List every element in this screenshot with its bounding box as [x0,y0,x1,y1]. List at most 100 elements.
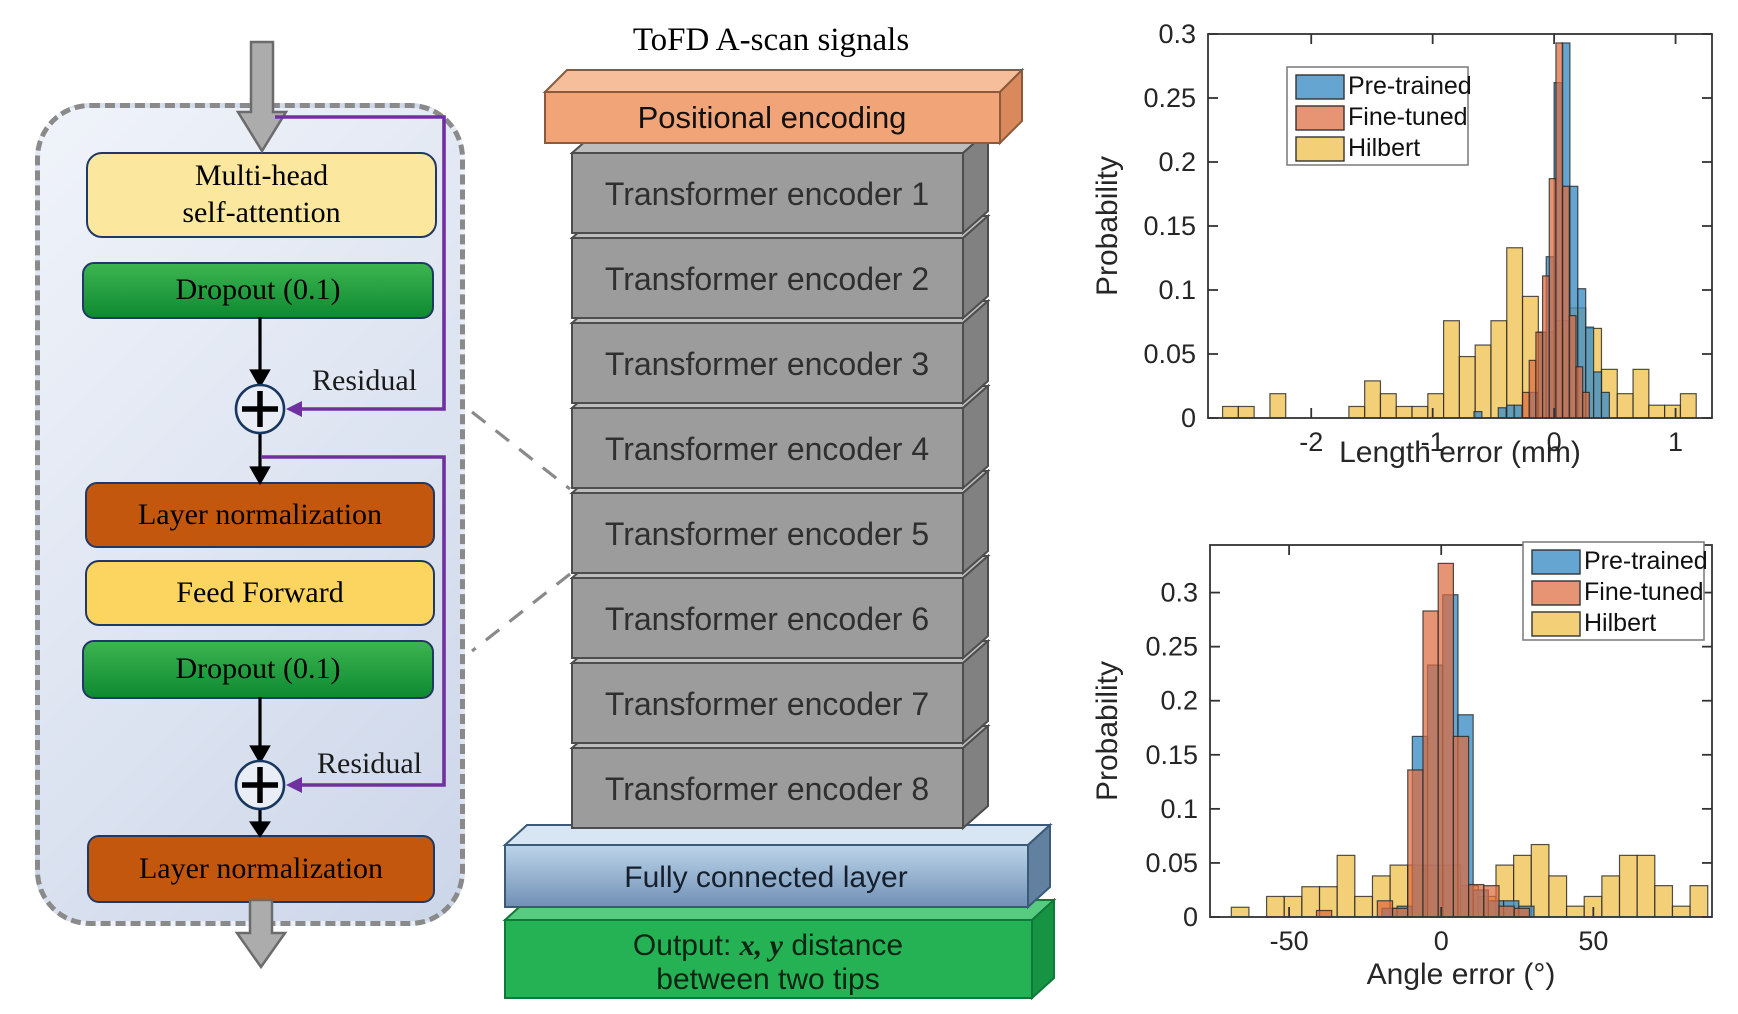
encoder-slab-4-top [569,385,991,409]
encoder-slab-2-top [569,215,991,239]
histogram-bar-hilbert [1689,885,1709,918]
encoder-slab-8-side [962,723,989,831]
encoder-stack [502,67,1057,1001]
axes-box [1207,33,1713,419]
layer-normalization-label-2: Layer normalization [138,851,384,885]
histogram-bar-hilbert [1513,854,1532,918]
histogram-bar-fine-tuned [1555,42,1564,419]
positional-encoding-label: Positional encoding [638,100,907,135]
histogram-bar-fine-tuned [1422,610,1439,918]
output-slab-side [1031,897,1055,1001]
histogram-bar-fine-tuned [1575,366,1584,419]
histogram-bar-fine-tuned [1376,900,1394,918]
histogram-bar-hilbert [1583,895,1603,918]
fully-connected-slab-front [504,844,1029,908]
y-tick-label: 0.05 [1145,848,1198,878]
histogram-bar-hilbert [1460,885,1479,918]
output-label-line2: between two tips [656,963,879,996]
y-tick-label: 0.3 [1160,578,1198,608]
encoder-slab-8-front [571,747,964,829]
histogram-bar-hilbert [1477,895,1497,918]
x-tick-label: 0 [1547,427,1562,457]
histogram-bar-fine-tuned [1498,905,1515,918]
x-axis-label: Angle error (°) [1367,958,1556,991]
encoder-slab-1-side [962,128,989,236]
encoder-label-6: Transformer encoder 6 [605,601,929,637]
histogram-bar-pre-trained [1457,714,1474,918]
encoder-slab-5-top [569,470,991,494]
histogram-bar-pre-trained [1426,664,1444,918]
expansion-connector-lines [471,410,571,653]
histogram-bar-hilbert [1553,320,1571,419]
histogram-bar-hilbert [1654,885,1674,918]
histogram-bar-hilbert [1548,875,1568,918]
histogram-bar-fine-tuned [1437,562,1454,918]
histogram-bar-pre-trained [1561,42,1571,419]
layer-normalization-box-1: Layer normalization [85,482,435,548]
histogram-bar-pre-trained [1396,905,1413,918]
histogram-bar-hilbert [1569,307,1587,419]
histogram-bar-hilbert [1371,875,1391,918]
encoder-slab-3-top [569,300,991,324]
legend-swatch-hilbert [1531,611,1581,637]
histogram-bar-fine-tuned [1391,907,1409,918]
encoder-slab-1-top [569,130,991,154]
x-tick-label: -2 [1299,427,1323,457]
histogram-bar-fine-tuned [1562,185,1570,419]
histogram-bar-hilbert [1442,864,1462,918]
legend-swatch-fine-tuned [1295,105,1345,131]
histogram-bar-pre-trained [1502,900,1520,918]
residual-label-2: Residual [317,747,422,780]
histogram-bar-hilbert [1348,405,1366,419]
encoder-slab-6-side [962,553,989,661]
histogram-bar-hilbert [1601,875,1621,918]
histogram-bar-hilbert [1648,404,1666,419]
histogram-bar-pre-trained [1513,404,1523,419]
histogram-bar-hilbert [1411,405,1429,419]
histogram-bar-fine-tuned [1483,885,1500,918]
output-slab-top [502,899,1057,921]
encoder-label-7: Transformer encoder 7 [605,686,929,722]
histogram-bar-hilbert [1237,405,1255,419]
x-axis-label: Length error (mm) [1339,436,1581,469]
y-tick-label: 0.1 [1160,794,1198,824]
encoder-slab-4-side [962,383,989,491]
legend-swatch-pre-trained [1295,74,1345,100]
y-tick-label: 0.05 [1143,339,1196,369]
histogram-bar-hilbert [1616,393,1634,419]
histogram-bar-hilbert [1474,344,1492,419]
encoder-label-4: Transformer encoder 4 [605,431,929,467]
fully-connected-label: Fully connected layer [624,861,907,894]
histogram-bar-hilbert [1521,295,1539,419]
encoder-slab-7-side [962,638,989,746]
y-axis-label: Probability [1091,156,1124,296]
histogram-bar-hilbert [1407,864,1427,918]
histogram-bar-hilbert [1618,854,1638,918]
histogram-bar-fine-tuned [1452,735,1470,918]
histogram-bar-hilbert [1424,864,1444,918]
y-tick-label: 0.25 [1143,83,1196,113]
encoder-label-5: Transformer encoder 5 [605,516,929,552]
dropout-box-2: Dropout (0.1) [82,640,434,699]
output-label-line1: Output: x, y distance [633,929,903,962]
encoder-label-8: Transformer encoder 8 [605,771,929,807]
encoder-slab-3-front [571,322,964,404]
histogram-bar-pre-trained [1497,407,1507,419]
legend-label-fine-tuned: Fine-tuned [1348,103,1468,131]
histogram-bar-fine-tuned [1541,275,1550,419]
histogram-bar-pre-trained [1585,326,1595,419]
histogram-bar-pre-trained [1537,331,1547,419]
histogram-bar-hilbert [1283,895,1303,918]
histogram-bar-hilbert [1395,405,1413,419]
histogram-bar-hilbert [1636,854,1656,918]
legend-swatch-hilbert [1295,136,1345,162]
stack-title: ToFD A-scan signals [633,22,909,58]
length-error-histogram: -2 -1 0 1 0 0.05 0.1 0.15 0.2 0.25 0.3 Length error… [1091,19,1713,469]
encoder-slab-2-side [962,213,989,321]
histogram-bar-hilbert [1530,843,1550,918]
angle-error-histogram: -50 0 50 0 0.05 0.1 0.15 0.2 0.25 0.3 Angle error … [1091,541,1713,991]
encoder-slab-1-front [571,152,964,234]
encoder-label-2: Transformer encoder 2 [605,261,929,297]
fully-connected-slab-side [1027,822,1051,910]
